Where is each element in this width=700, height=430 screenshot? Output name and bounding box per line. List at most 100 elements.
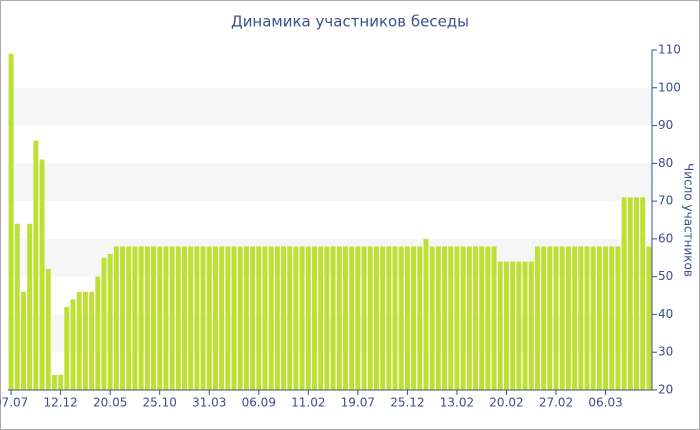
bar [157,246,163,390]
y-tick-label: 90 [658,118,673,132]
bar [120,246,126,390]
bar [485,246,491,390]
bar [411,246,417,390]
bar [27,223,33,390]
bar [64,306,70,390]
bar [151,246,156,390]
bar [627,197,633,390]
bar [70,299,76,390]
bar [299,246,305,390]
bar [188,246,194,390]
y-axis-label: Число участников [682,163,696,277]
bar [572,246,578,390]
bar [615,246,621,390]
bar [169,246,175,390]
bar [39,159,45,390]
bar [231,246,237,390]
bar [250,246,256,390]
bar [448,246,454,390]
bar [361,246,367,390]
bar [609,246,615,390]
bar [510,261,516,390]
x-tick-label: 12.12 [43,396,77,410]
bar [473,246,478,390]
bar [634,197,639,390]
y-tick-label: 60 [658,231,673,245]
bar [243,246,249,390]
bar [144,246,150,390]
bar [293,246,299,390]
bar [101,257,107,390]
bar [274,246,280,390]
bar [417,246,423,390]
x-tick-label: 20.05 [93,396,127,410]
bar [541,246,547,390]
bar [504,261,509,390]
bar [596,246,602,390]
bar [268,246,274,390]
bar [373,246,379,390]
y-tick-label: 50 [658,269,673,283]
bar [578,246,584,390]
x-tick-label: 07.07 [0,396,28,410]
x-tick-label: 25.10 [143,396,177,410]
bar [58,374,64,390]
bar [584,246,590,390]
x-tick-label: 13.02 [440,396,474,410]
bar [200,246,206,390]
bar [423,238,429,390]
bar [528,261,534,390]
bar [547,246,553,390]
y-tick-label: 40 [658,307,673,321]
bar [113,246,119,390]
bar [386,246,392,390]
bar [194,246,200,390]
bar [640,197,646,390]
bar [479,246,485,390]
bar [126,246,132,390]
bar [603,246,609,390]
bar [398,246,404,390]
bar [404,246,410,390]
x-tick-label: 19.07 [341,396,375,410]
y-tick-label: 110 [658,43,681,57]
x-tick-label: 06.03 [588,396,622,410]
bar [206,246,212,390]
y-tick-label: 20 [658,383,673,397]
x-tick-label: 11.02 [291,396,325,410]
bar [8,53,14,391]
bar [51,374,57,390]
x-tick-label: 27.02 [539,396,573,410]
bar [45,269,51,390]
bar [621,197,627,390]
bar [225,246,231,390]
bar [219,246,225,390]
bar [516,261,522,390]
bar [343,246,348,390]
x-tick-label: 25.12 [390,396,424,410]
bar [175,246,181,390]
bar [132,246,138,390]
bar [553,246,559,390]
bar [138,246,144,390]
bar [336,246,342,390]
bar [367,246,373,390]
bar [305,246,311,390]
bar [21,291,26,390]
x-tick-label: 06.09 [242,396,276,410]
bar [380,246,386,390]
bar [534,246,540,390]
bar [497,261,503,390]
bar [76,291,82,390]
bar [324,246,330,390]
bar [281,246,287,390]
x-tick-label: 20.02 [489,396,523,410]
bar [82,291,88,390]
chart-title: Динамика участников беседы [231,13,469,31]
bar [318,246,324,390]
bar [312,246,317,390]
x-tick-label: 31.03 [192,396,226,410]
bar [163,246,169,390]
bar [349,246,355,390]
bar [590,246,596,390]
